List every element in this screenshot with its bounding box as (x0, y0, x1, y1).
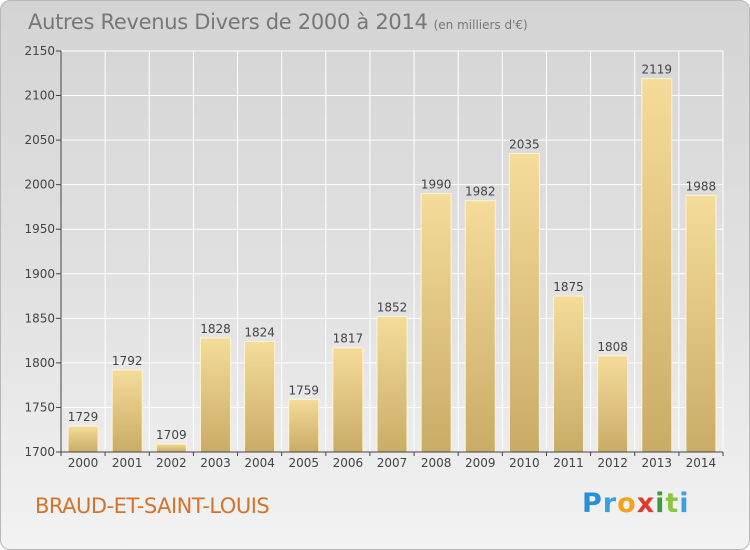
x-tick-label: 2009 (465, 456, 496, 470)
y-tick-label: 2050 (24, 133, 55, 147)
y-tick-label: 1750 (24, 400, 55, 414)
x-tick-label: 2004 (244, 456, 275, 470)
value-label: 1792 (112, 354, 143, 368)
x-tick-label: 2012 (597, 456, 628, 470)
x-tick-label: 2000 (68, 456, 99, 470)
x-tick-label: 2001 (112, 456, 143, 470)
axes: 1700 1750 1800 1850 1900 1950 2000 2050 2100 2150… (24, 44, 724, 470)
bar-2003 (199, 337, 231, 453)
y-tick-label: 1850 (24, 311, 55, 325)
bar-2004 (244, 341, 276, 453)
value-label: 1824 (244, 326, 275, 340)
bar-2009 (464, 200, 496, 453)
value-label: 1852 (377, 301, 408, 315)
value-label: 1729 (68, 410, 99, 424)
chart-subtitle: (en milliers d'€) (433, 18, 528, 32)
bar-2012 (597, 355, 629, 453)
logo-letter: P (582, 488, 603, 519)
logo-letter: r (602, 488, 618, 519)
logo-letter: i (655, 488, 666, 519)
x-tick-label: 2002 (156, 456, 187, 470)
logo-letter: x (636, 488, 656, 519)
bar-2001 (111, 369, 143, 453)
x-tick-label: 2005 (288, 456, 319, 470)
bar-2002 (155, 443, 187, 453)
logo-letter: o (617, 488, 637, 519)
value-labels: 1729 1792 1709 1828 1824 1759 1817 1852 1990 1982… (68, 63, 716, 442)
bar-2010 (508, 152, 540, 453)
value-label: 1808 (597, 340, 628, 354)
y-tick-label: 1950 (24, 222, 55, 236)
value-label: 1988 (686, 179, 717, 193)
value-label: 1875 (553, 280, 584, 294)
chart-title: Autres Revenus Divers de 2000 à 2014 (en … (28, 10, 528, 34)
x-tick-label: 2011 (553, 456, 584, 470)
bar-2006 (332, 347, 364, 453)
x-tick-label: 2014 (686, 456, 717, 470)
y-tick-label: 1800 (24, 356, 55, 370)
value-label: 1828 (200, 322, 231, 336)
x-tick-label: 2003 (200, 456, 231, 470)
logo-letter: t (665, 488, 680, 519)
value-label: 1759 (288, 383, 319, 397)
y-tick-label: 2100 (24, 89, 55, 103)
bar-2011 (553, 295, 585, 453)
bar-2013 (641, 78, 673, 453)
value-label: 2035 (509, 137, 540, 151)
value-label: 1817 (333, 332, 364, 346)
bar-2005 (288, 398, 320, 453)
y-tick-label: 2150 (24, 44, 55, 58)
logo-letter: i (679, 488, 690, 519)
bars (67, 78, 717, 453)
title-text: Autres Revenus Divers de 2000 à 2014 (28, 10, 428, 34)
bar-2008 (420, 193, 452, 453)
value-label: 1990 (421, 178, 452, 192)
x-tick-label: 2008 (421, 456, 452, 470)
x-tick-label: 2010 (509, 456, 540, 470)
value-label: 2119 (642, 63, 673, 77)
value-label: 1982 (465, 185, 496, 199)
x-tick-label: 2007 (377, 456, 408, 470)
bar-2014 (685, 194, 717, 453)
proxiti-logo: Proxiti (582, 488, 690, 519)
bar-2000 (67, 425, 99, 453)
bar-2007 (376, 316, 408, 453)
x-tick-label: 2013 (642, 456, 673, 470)
value-label: 1709 (156, 428, 187, 442)
y-tick-label: 1900 (24, 267, 55, 281)
x-tick-label: 2006 (333, 456, 364, 470)
y-tick-label: 2000 (24, 178, 55, 192)
y-tick-label: 1700 (24, 445, 55, 459)
place-name: BRAUD-ET-SAINT-LOUIS (35, 494, 270, 518)
